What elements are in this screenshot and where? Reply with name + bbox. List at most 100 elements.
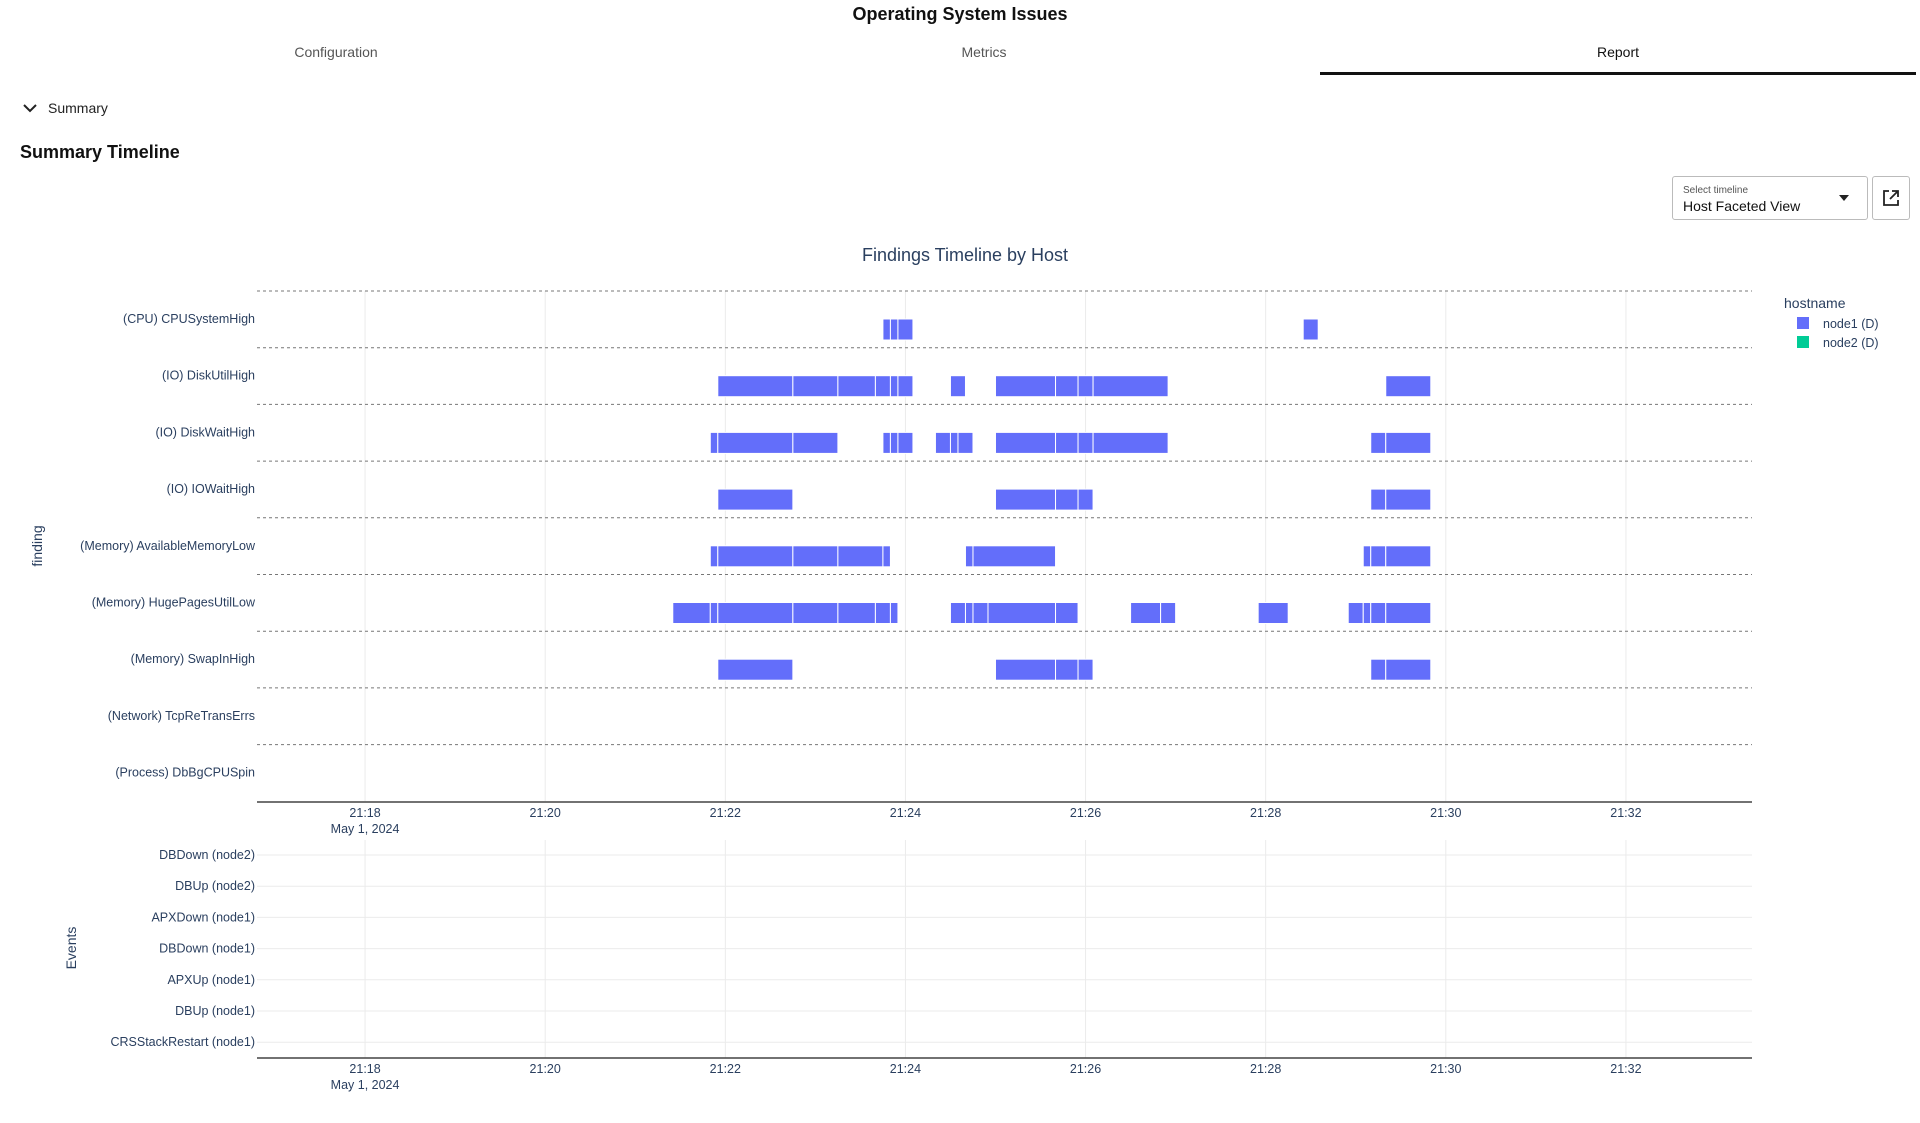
timeline-bar [987, 602, 1057, 624]
y-tick-label: (IO) DiskWaitHigh [155, 425, 255, 439]
timeline-bar [1077, 431, 1094, 454]
timeline-bar [837, 545, 884, 568]
timeline-bar [994, 431, 1057, 454]
timeline-bar [1077, 375, 1094, 398]
timeline-bar [1385, 431, 1432, 454]
x-tick-label: 21:22 [710, 1062, 741, 1076]
x-tick-label: 21:30 [1430, 806, 1461, 820]
timeline-select[interactable]: Select timeline Host Faceted View [1672, 176, 1868, 220]
timeline-bar [1055, 658, 1079, 681]
timeline-bar [994, 375, 1057, 398]
timeline-bar [897, 375, 914, 398]
y-tick-label: (CPU) CPUSystemHigh [123, 312, 255, 326]
timeline-bar [889, 375, 899, 398]
x-tick-label: 21:20 [530, 1062, 561, 1076]
timeline-bar [882, 545, 891, 568]
x-tick-label: 21:26 [1070, 806, 1101, 820]
y-axis-title: finding [29, 525, 45, 566]
chart-title: Findings Timeline by Host [862, 245, 1068, 265]
open-in-new-icon [1883, 190, 1899, 206]
timeline-bar [1370, 602, 1387, 624]
timeline-bar [717, 602, 794, 624]
legend-swatch [1797, 317, 1809, 329]
legend-item: node1 (D) [1823, 317, 1879, 331]
y-tick-label: DBDown (node1) [159, 942, 255, 956]
open-in-new-button[interactable] [1872, 176, 1910, 220]
x-tick-label: 21:24 [890, 1062, 921, 1076]
timeline-bar [949, 602, 966, 624]
timeline-bar [934, 431, 951, 454]
timeline-bar [882, 318, 891, 341]
y-tick-label: APXUp (node1) [167, 973, 255, 987]
tab-metrics[interactable]: Metrics [961, 44, 1007, 60]
timeline-bar [972, 545, 1057, 568]
timeline-bar [717, 545, 794, 568]
timeline-bar [1362, 545, 1372, 568]
tab-report[interactable]: Report [1320, 38, 1916, 75]
x-date-label: May 1, 2024 [331, 822, 400, 836]
y-tick-label: (Memory) AvailableMemoryLow [80, 539, 256, 553]
y-tick-label: DBUp (node1) [175, 1004, 255, 1018]
timeline-select-value: Host Faceted View [1683, 198, 1801, 214]
x-tick-label: 21:28 [1250, 806, 1281, 820]
findings-timeline-chart: Findings Timeline by Host (CPU) CPUSystem… [29, 245, 1879, 1092]
y-tick-label: (IO) DiskUtilHigh [162, 369, 255, 383]
y-tick-label: (Network) TcpReTransErrs [108, 709, 255, 723]
summary-label: Summary [48, 100, 108, 116]
y-tick-label: (Memory) SwapInHigh [131, 652, 255, 666]
x-date-label: May 1, 2024 [331, 1078, 400, 1092]
timeline-bar [889, 602, 899, 624]
timeline-bar [1385, 602, 1432, 624]
timeline-bar [672, 602, 711, 624]
timeline-bar [1160, 602, 1177, 624]
legend-title: hostname [1784, 295, 1846, 311]
x-tick-label: 21:32 [1610, 1062, 1641, 1076]
summary-toggle[interactable]: Summary [22, 100, 108, 116]
x-tick-label: 21:24 [890, 806, 921, 820]
timeline-bar [1347, 602, 1364, 624]
timeline-bar [717, 375, 794, 398]
timeline-bar [709, 602, 719, 624]
timeline-bar [837, 375, 876, 398]
y-tick-label: CRSStackRestart (node1) [110, 1035, 255, 1049]
y-tick-label: DBUp (node2) [175, 879, 255, 893]
timeline-bar [1370, 545, 1387, 568]
timeline-bar [709, 545, 719, 568]
timeline-bar [964, 602, 974, 624]
timeline-bar [792, 545, 839, 568]
tab-bar: Configuration Metrics Report [20, 38, 1916, 75]
x-tick-label: 21:18 [349, 1062, 380, 1076]
timeline-bar [897, 318, 914, 341]
x-tick-label: 21:28 [1250, 1062, 1281, 1076]
y-axis-title: Events [63, 927, 79, 970]
timeline-bar [1055, 488, 1079, 511]
timeline-bar [882, 431, 891, 454]
section-title: Summary Timeline [20, 142, 180, 162]
y-tick-label: DBDown (node2) [159, 848, 255, 862]
timeline-bar [1370, 431, 1387, 454]
x-tick-label: 21:30 [1430, 1062, 1461, 1076]
timeline-bar [1055, 431, 1079, 454]
timeline-bar [709, 431, 719, 454]
timeline-bar [792, 375, 839, 398]
timeline-bar [1077, 658, 1094, 681]
timeline-bar [957, 431, 974, 454]
timeline-bar [897, 431, 914, 454]
timeline-bar [1385, 545, 1432, 568]
timeline-bar [1092, 431, 1169, 454]
timeline-bar [1092, 375, 1169, 398]
timeline-bar [837, 602, 876, 624]
tab-configuration[interactable]: Configuration [294, 44, 378, 60]
legend-item: node2 (D) [1823, 336, 1879, 350]
y-tick-label: (Memory) HugePagesUtilLow [92, 596, 256, 610]
timeline-select-label: Select timeline [1683, 185, 1749, 196]
x-tick-label: 21:22 [710, 806, 741, 820]
timeline-bar [1302, 318, 1319, 341]
findings-panel: (CPU) CPUSystemHigh (IO) DiskUtilHigh (IO)… [29, 290, 1752, 836]
x-tick-label: 21:26 [1070, 1062, 1101, 1076]
timeline-bar [1370, 658, 1387, 681]
legend: hostname node1 (D) node2 (D) [1784, 295, 1879, 350]
timeline-bar [1370, 488, 1387, 511]
timeline-bar [1055, 602, 1079, 624]
timeline-bar [949, 375, 966, 398]
